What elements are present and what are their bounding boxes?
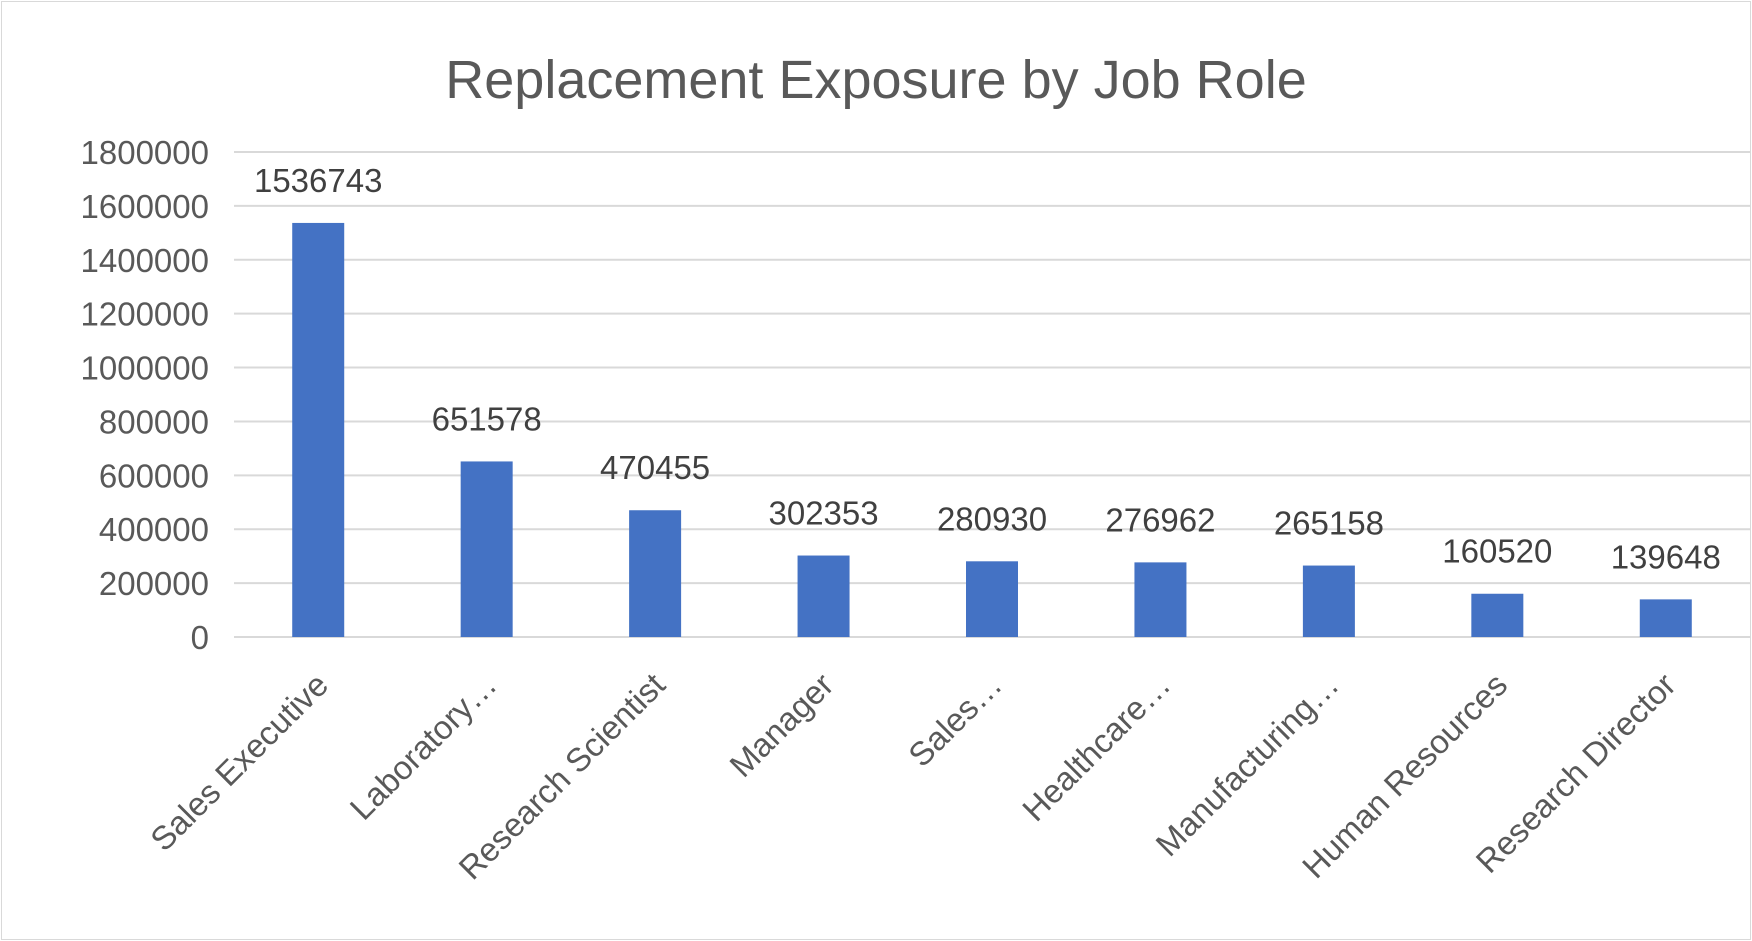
bar (1639, 599, 1692, 637)
x-category-label: Sales… (901, 666, 1009, 774)
chart-title: Replacement Exposure by Job Role (445, 50, 1306, 110)
data-label: 651578 (432, 400, 542, 437)
bar (629, 510, 682, 637)
data-label: 276962 (1105, 501, 1215, 538)
data-label: 1536743 (254, 162, 382, 199)
data-label: 160520 (1442, 533, 1552, 570)
bar (460, 461, 513, 637)
bar (797, 555, 850, 637)
y-tick-label: 1600000 (81, 188, 209, 225)
y-tick-label: 800000 (99, 403, 209, 440)
bar (1471, 593, 1524, 637)
data-label: 302353 (768, 495, 878, 532)
bar (1134, 562, 1187, 637)
bars (292, 222, 1692, 637)
data-label: 280930 (937, 500, 1047, 537)
y-axis-ticks: 0 200000 400000 600000 800000 1000000 1200000 1… (81, 134, 209, 656)
bar (292, 222, 345, 637)
x-category-label: Laboratory… (343, 666, 504, 827)
category-labels: Sales Executive Laboratory…Research Scien… (143, 666, 1683, 887)
y-tick-label: 1200000 (81, 296, 209, 333)
y-tick-label: 600000 (99, 457, 209, 494)
bar (966, 561, 1018, 637)
x-category-label: Healthcare… (1015, 666, 1177, 828)
data-label: 139648 (1611, 538, 1721, 575)
y-tick-label: 1000000 (81, 350, 209, 387)
data-labels: 1536743 651578 470455 302353 280930 276962 265… (254, 162, 1721, 575)
y-tick-label: 1400000 (81, 242, 209, 279)
data-label: 265158 (1274, 505, 1384, 542)
data-label: 470455 (600, 449, 710, 486)
x-category-label: Manufacturing… (1148, 666, 1345, 863)
y-tick-label: 0 (191, 619, 209, 656)
y-tick-label: 1800000 (81, 134, 209, 171)
bar (1302, 565, 1355, 637)
x-category-label: Manager (722, 666, 840, 784)
y-tick-label: 200000 (99, 565, 209, 602)
x-category-label: Sales Executive (143, 666, 335, 858)
y-tick-label: 400000 (99, 511, 209, 548)
